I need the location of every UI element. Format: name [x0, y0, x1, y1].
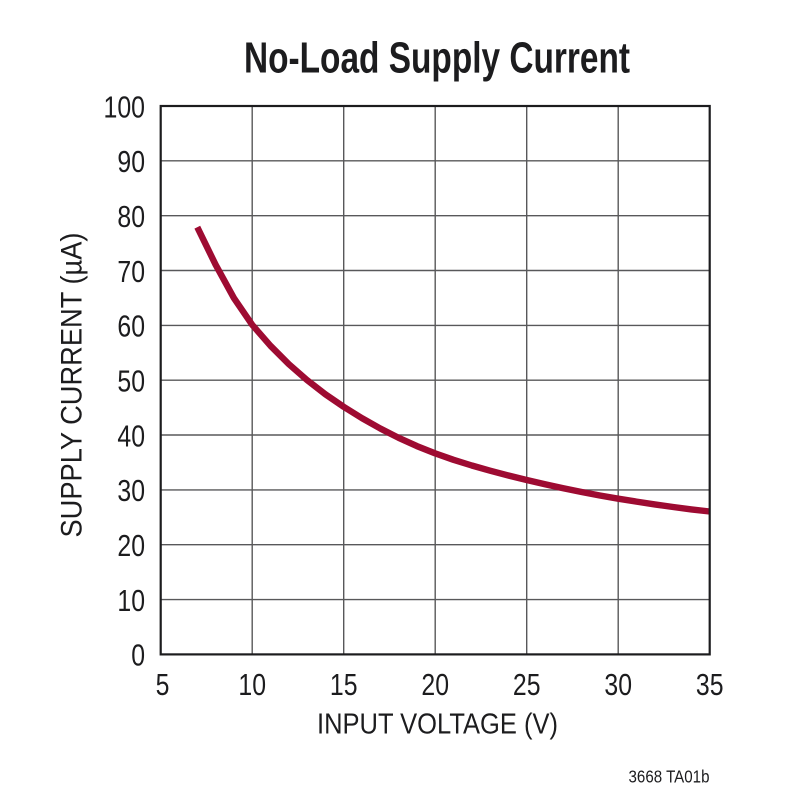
svg-text:5: 5 — [156, 667, 170, 702]
svg-text:15: 15 — [330, 667, 358, 702]
svg-text:100: 100 — [104, 89, 146, 124]
svg-text:30: 30 — [117, 473, 145, 508]
svg-text:20: 20 — [421, 667, 449, 702]
svg-text:20: 20 — [117, 528, 145, 563]
svg-text:35: 35 — [696, 667, 724, 702]
svg-text:30: 30 — [604, 667, 632, 702]
svg-text:50: 50 — [117, 364, 145, 399]
svg-text:70: 70 — [117, 254, 145, 289]
svg-text:10: 10 — [238, 667, 266, 702]
svg-text:90: 90 — [117, 144, 145, 179]
svg-text:0: 0 — [131, 638, 145, 673]
svg-text:40: 40 — [117, 418, 145, 453]
svg-text:10: 10 — [117, 583, 145, 618]
svg-text:3668 TA01b: 3668 TA01b — [629, 767, 710, 787]
svg-text:SUPPLY CURRENT (µA): SUPPLY CURRENT (µA) — [56, 233, 89, 538]
svg-text:80: 80 — [117, 199, 145, 234]
svg-text:No-Load Supply Current: No-Load Supply Current — [244, 34, 630, 83]
svg-text:60: 60 — [117, 309, 145, 344]
svg-text:INPUT VOLTAGE (V): INPUT VOLTAGE (V) — [317, 708, 558, 740]
svg-text:25: 25 — [513, 667, 541, 702]
